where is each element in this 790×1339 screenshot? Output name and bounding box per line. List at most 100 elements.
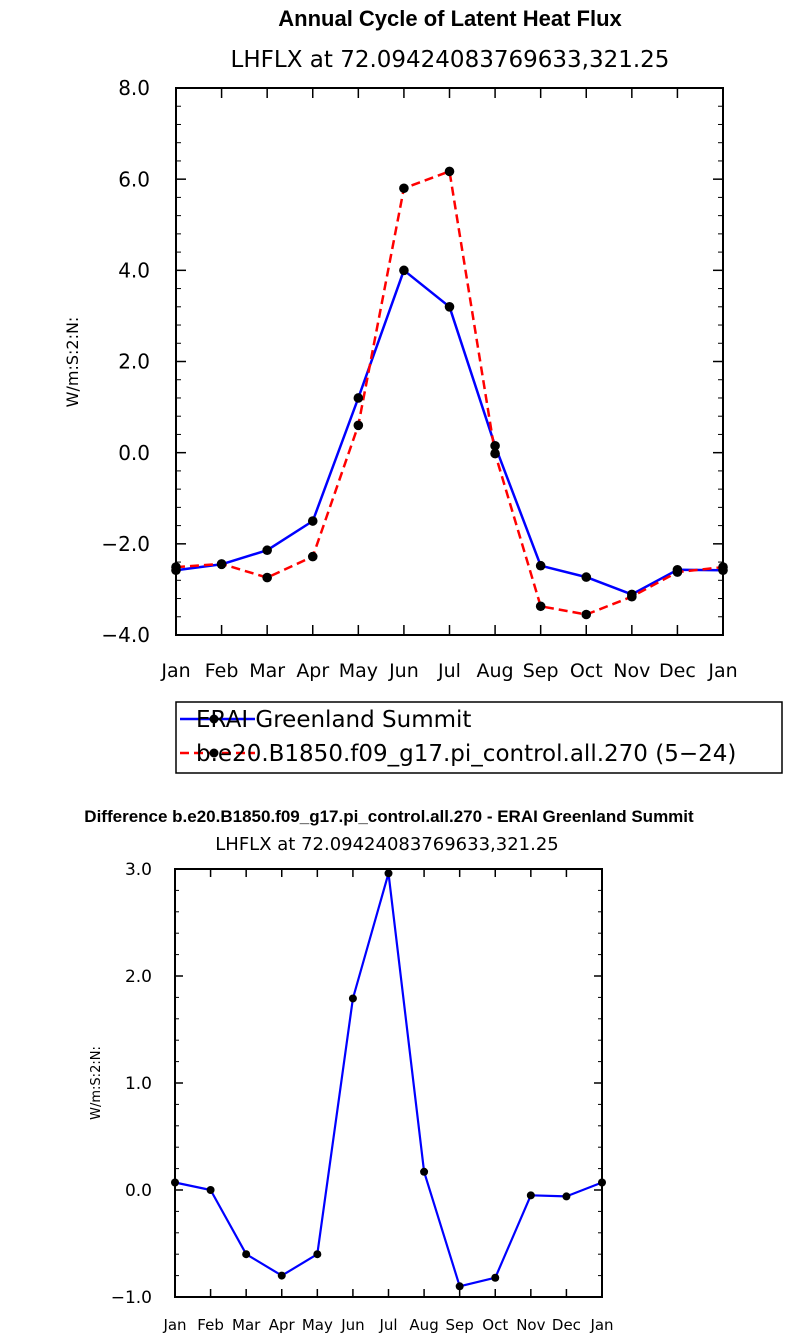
x-tick-label: Jul — [437, 660, 461, 682]
x-tick-label: Oct — [482, 1316, 508, 1334]
series-line-1 — [175, 170, 724, 616]
y-tick-label: −2.0 — [101, 532, 150, 556]
data-point — [171, 1178, 179, 1187]
data-point — [353, 393, 364, 403]
data-point — [444, 302, 455, 312]
legend-box — [175, 701, 783, 774]
data-point — [206, 1186, 215, 1194]
chart-subtitle: LHFLX at 72.09424083769633,321.25 — [231, 47, 670, 73]
series-markers — [171, 166, 728, 620]
x-tick-label: Jun — [340, 1316, 364, 1334]
data-point — [455, 1282, 464, 1291]
legend-label-model: b.e20.B1850.f09_g17.pi_control.all.270 (… — [196, 741, 736, 767]
x-tick-label: Aug — [409, 1316, 438, 1334]
y-tick-label: 4.0 — [118, 259, 150, 283]
x-tick-label: Sep — [523, 660, 559, 682]
x-tick-label: Jan — [707, 660, 737, 682]
y-tick-label: 1.0 — [125, 1074, 152, 1094]
x-tick-label: May — [339, 660, 378, 682]
data-point — [353, 420, 364, 431]
y-axis-label: W/m:S:2:N: — [63, 317, 82, 408]
legend-label-erai: ERAI Greenland Summit — [196, 707, 471, 733]
data-point — [262, 572, 272, 583]
data-point — [216, 559, 227, 569]
data-point — [581, 572, 592, 582]
y-tick-label: 8.0 — [118, 76, 150, 100]
series-markers — [171, 869, 606, 1291]
chart-title: Annual Cycle of Latent Heat Flux — [278, 6, 622, 31]
x-tick-label: Mar — [232, 1316, 261, 1334]
data-point — [490, 448, 500, 459]
y-tick-labels: −4.0 −2.0 0.0 2.0 4.0 6.0 8.0 — [101, 76, 150, 647]
y-tick-label: 2.0 — [125, 967, 152, 987]
data-point — [490, 441, 500, 451]
y-tick-label: 6.0 — [118, 167, 150, 191]
x-tick-label: Feb — [197, 1316, 224, 1334]
x-tick-label: Mar — [249, 660, 285, 682]
plot-frame — [174, 868, 603, 1298]
data-point — [384, 869, 393, 878]
x-tick-label: Jun — [388, 660, 419, 682]
data-point — [307, 551, 318, 562]
series-lines — [174, 872, 603, 1288]
data-point — [535, 601, 546, 612]
annual-cycle-chart: Annual Cycle of Latent Heat Flux LHFLX a… — [63, 6, 738, 682]
x-tick-label: Sep — [446, 1316, 474, 1334]
data-point — [491, 1273, 500, 1282]
x-tick-labels: Jan Feb Mar Apr May Jun Jul Aug Sep Oct Nov Dec Jan — [162, 1316, 613, 1334]
y-tick-label: −1.0 — [111, 1288, 152, 1308]
chart-title: Difference b.e20.B1850.f09_g17.pi_contro… — [84, 807, 694, 826]
y-tick-label: 0.0 — [118, 441, 150, 465]
x-tick-label: Aug — [477, 660, 514, 682]
data-point — [444, 166, 455, 177]
x-tick-label: Apr — [269, 1316, 296, 1334]
data-point — [598, 1178, 606, 1187]
data-point — [399, 265, 409, 276]
x-tick-label: Jan — [589, 1316, 613, 1334]
series-line-0 — [174, 872, 603, 1288]
x-tick-labels: Jan Feb Mar Apr May Jun Jul Aug Sep Oct Nov Dec Jan — [160, 660, 737, 682]
legend-marker-erai — [209, 714, 219, 724]
x-tick-label: Jan — [160, 660, 190, 682]
x-tick-label: Nov — [516, 1316, 545, 1334]
y-axis-label: W/m:S:2:N: — [89, 1046, 104, 1120]
x-tick-label: Nov — [613, 660, 650, 682]
x-tick-label: May — [302, 1316, 333, 1334]
y-tick-label: 2.0 — [118, 350, 150, 374]
series-line-0 — [175, 269, 724, 596]
axis-ticks — [174, 868, 603, 1298]
data-point — [399, 183, 409, 194]
axis-ticks — [175, 87, 724, 636]
data-point — [171, 562, 181, 572]
difference-chart: Difference b.e20.B1850.f09_g17.pi_contro… — [84, 807, 694, 1334]
data-point — [627, 591, 637, 602]
x-tick-label: Dec — [552, 1316, 581, 1334]
y-tick-label: 3.0 — [125, 860, 152, 880]
data-point — [672, 567, 683, 577]
y-tick-label: −4.0 — [101, 623, 150, 647]
data-point — [313, 1250, 322, 1259]
legend: ERAI Greenland Summit b.e20.B1850.f09_g1… — [175, 701, 783, 774]
series-lines — [175, 170, 724, 616]
data-point — [562, 1192, 571, 1201]
x-tick-label: Jan — [162, 1316, 186, 1334]
data-point — [535, 560, 546, 571]
x-tick-label: Feb — [205, 660, 239, 682]
data-point — [277, 1271, 286, 1280]
data-point — [718, 562, 728, 572]
data-point — [307, 516, 318, 526]
data-point — [348, 994, 357, 1003]
data-point — [581, 609, 592, 620]
data-point — [242, 1250, 251, 1259]
x-tick-label: Oct — [570, 660, 603, 682]
chart-subtitle: LHFLX at 72.09424083769633,321.25 — [215, 834, 558, 855]
x-tick-label: Dec — [659, 660, 696, 682]
y-tick-labels: −1.0 0.0 1.0 2.0 3.0 — [111, 860, 152, 1308]
legend-marker-model — [209, 748, 219, 758]
data-point — [262, 545, 272, 556]
y-tick-label: 0.0 — [125, 1181, 152, 1201]
data-point — [420, 1167, 429, 1176]
data-point — [526, 1191, 535, 1200]
x-tick-label: Jul — [378, 1316, 397, 1334]
